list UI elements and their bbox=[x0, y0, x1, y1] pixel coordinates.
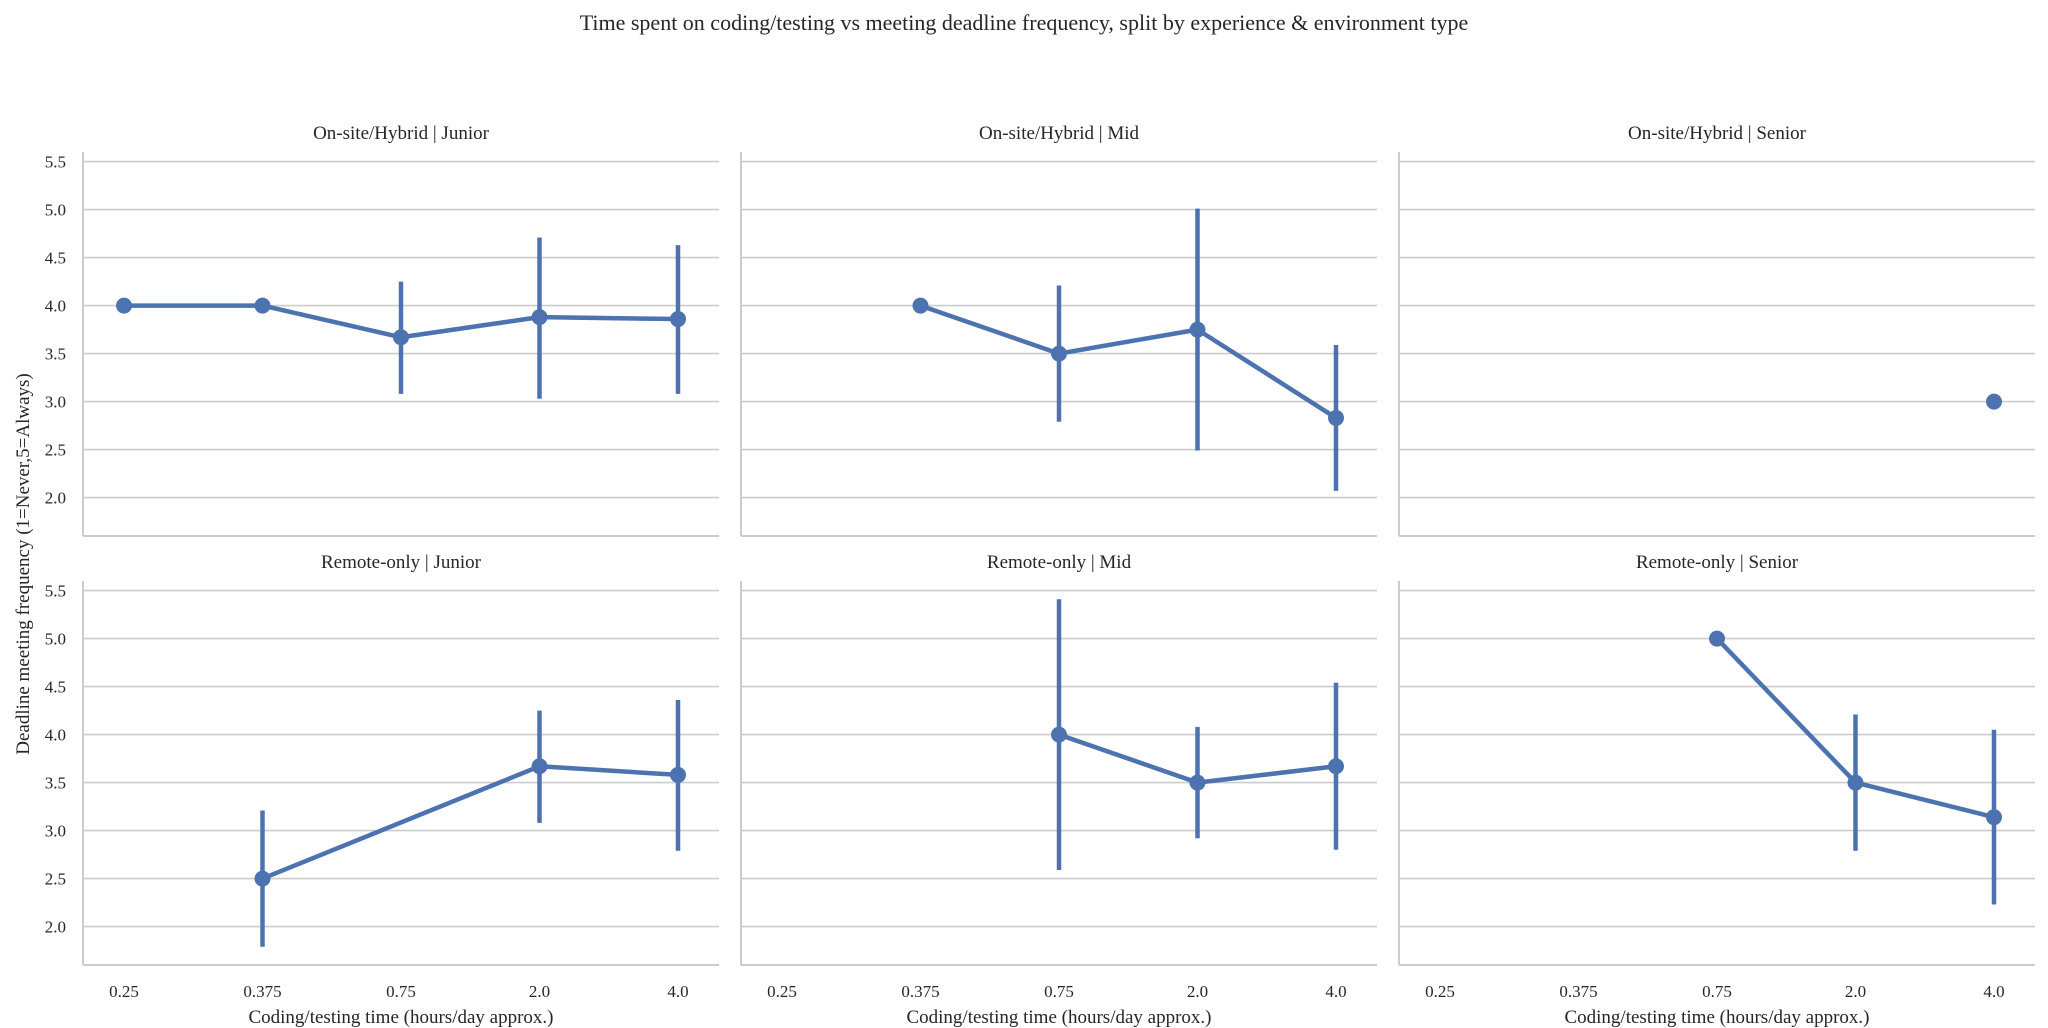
data-point bbox=[1986, 393, 2002, 410]
y-axis-label: Deadline meeting frequency (1=Never,5=Al… bbox=[13, 373, 34, 755]
y-tick-label: 2.5 bbox=[45, 870, 66, 889]
x-tick-label: 0.25 bbox=[1425, 982, 1455, 1001]
y-tick-label: 2.5 bbox=[45, 441, 66, 460]
chart-title: Time spent on coding/testing vs meeting … bbox=[580, 10, 1469, 35]
x-tick-label: 0.375 bbox=[243, 982, 281, 1001]
x-tick-label: 4.0 bbox=[1983, 982, 2004, 1001]
data-point bbox=[531, 758, 548, 775]
facet-title: Remote-only | Junior bbox=[321, 552, 482, 573]
facet-title: Remote-only | Senior bbox=[1636, 552, 1799, 573]
y-tick-label: 4.0 bbox=[45, 726, 66, 745]
data-point bbox=[1189, 321, 1206, 338]
data-point bbox=[254, 297, 271, 314]
panel: 2.0 2.5 3.0 3.5 4.0 4.5 5.0 5.5 On-site/Hybrid |… bbox=[45, 123, 719, 537]
data-point bbox=[254, 870, 271, 887]
x-tick-label: 2.0 bbox=[1845, 982, 1866, 1001]
y-tick-label: 5.0 bbox=[45, 630, 66, 649]
x-tick-label: 0.25 bbox=[109, 982, 139, 1001]
y-tick-label: 2.0 bbox=[45, 918, 66, 937]
data-point bbox=[1051, 345, 1067, 362]
data-point bbox=[1051, 726, 1067, 743]
y-tick-label: 3.0 bbox=[45, 822, 66, 841]
data-point bbox=[1328, 409, 1344, 426]
x-axis-label: Coding/testing time (hours/day approx.) bbox=[906, 1007, 1211, 1028]
panel: Remote-only | Senior 0.25 0.375 0.75 2.0 4.0 C… bbox=[1398, 552, 2035, 1028]
data-point bbox=[1847, 774, 1864, 791]
y-tick-label: 3.5 bbox=[45, 774, 66, 793]
x-tick-label: 2.0 bbox=[1187, 982, 1208, 1001]
y-tick-label: 4.0 bbox=[45, 297, 66, 316]
panel: On-site/Hybrid | Senior bbox=[1398, 123, 2035, 537]
panel: Remote-only | Mid 0.25 0.375 0.75 2.0 4.0 Codi… bbox=[740, 552, 1377, 1028]
x-axis-label: Coding/testing time (hours/day approx.) bbox=[248, 1007, 553, 1028]
facet-title: On-site/Hybrid | Junior bbox=[313, 123, 490, 144]
x-tick-label: 0.75 bbox=[386, 982, 416, 1001]
series-line bbox=[919, 303, 1338, 420]
data-point bbox=[1189, 774, 1206, 791]
x-tick-label: 0.75 bbox=[1702, 982, 1732, 1001]
x-tick-label: 4.0 bbox=[667, 982, 688, 1001]
x-axis-label: Coding/testing time (hours/day approx.) bbox=[1564, 1007, 1869, 1028]
y-tick-label: 5.5 bbox=[45, 582, 66, 601]
data-point bbox=[116, 297, 132, 314]
data-point bbox=[670, 311, 686, 328]
facet-title: On-site/Hybrid | Senior bbox=[1628, 123, 1807, 144]
y-tick-label: 4.5 bbox=[45, 249, 66, 268]
x-tick-label: 0.375 bbox=[1559, 982, 1597, 1001]
panel: 2.0 2.5 3.0 3.5 4.0 4.5 5.0 5.5 Remote-only | Ju… bbox=[45, 552, 719, 1028]
x-tick-label: 0.375 bbox=[901, 982, 939, 1001]
data-point bbox=[1709, 630, 1725, 647]
data-point bbox=[393, 329, 409, 346]
x-tick-label: 4.0 bbox=[1325, 982, 1346, 1001]
data-point bbox=[1328, 758, 1344, 775]
x-tick-label: 0.75 bbox=[1044, 982, 1074, 1001]
x-tick-label: 0.25 bbox=[767, 982, 797, 1001]
facet-title: Remote-only | Mid bbox=[987, 552, 1132, 573]
data-point bbox=[670, 766, 686, 783]
y-tick-label: 2.0 bbox=[45, 489, 66, 508]
y-tick-label: 4.5 bbox=[45, 678, 66, 697]
y-tick-label: 3.0 bbox=[45, 393, 66, 412]
facet-grid: 2.0 2.5 3.0 3.5 4.0 4.5 5.0 5.5 On-site/Hybrid |… bbox=[45, 123, 2035, 1028]
y-tick-label: 3.5 bbox=[45, 345, 66, 364]
facet-title: On-site/Hybrid | Mid bbox=[979, 123, 1140, 144]
data-point bbox=[1986, 809, 2002, 826]
panel: On-site/Hybrid | Mid bbox=[740, 123, 1377, 537]
y-tick-label: 5.5 bbox=[45, 153, 66, 172]
data-point bbox=[912, 297, 929, 314]
data-point bbox=[531, 309, 548, 326]
x-tick-label: 2.0 bbox=[529, 982, 550, 1001]
y-tick-label: 5.0 bbox=[45, 201, 66, 220]
